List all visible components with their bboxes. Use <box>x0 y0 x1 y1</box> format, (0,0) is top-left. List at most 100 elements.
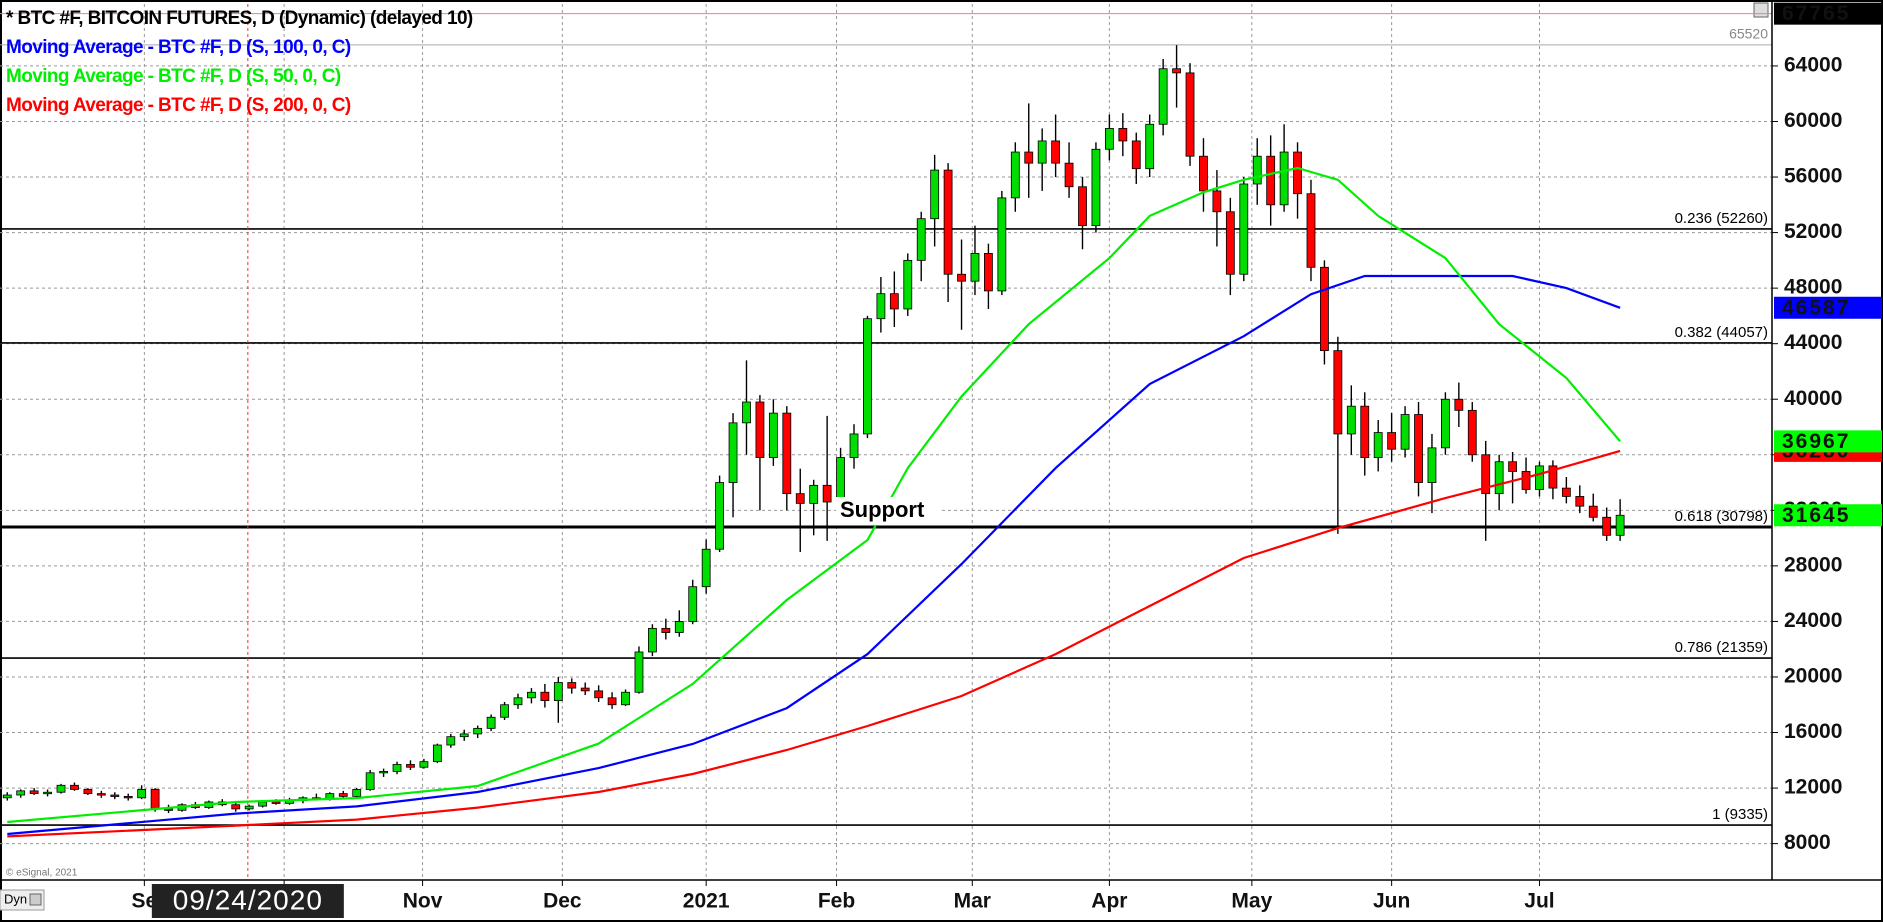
candle-body <box>1078 186 1087 227</box>
candle-body <box>1252 155 1262 185</box>
candle-body <box>1293 151 1302 195</box>
candle-body <box>446 736 456 746</box>
high-flag-box <box>1774 2 1882 25</box>
cursor-box <box>151 884 344 918</box>
candle-body <box>1131 140 1141 170</box>
candle-body <box>849 433 859 458</box>
candle-body <box>701 548 711 588</box>
x-tick-label: Apr <box>1091 890 1127 913</box>
candle-body <box>594 690 604 699</box>
candle-body <box>1588 505 1598 518</box>
candle-body <box>1091 148 1101 227</box>
candle-body <box>1306 193 1316 268</box>
x-tick-label: May <box>1231 890 1272 913</box>
last-price-flag: 31645 <box>1782 504 1850 527</box>
candle-body <box>580 687 590 692</box>
candle-body <box>836 457 845 503</box>
x-tick-label: 2021 <box>683 890 730 913</box>
candle-body <box>1185 72 1195 157</box>
candle-body <box>123 795 133 799</box>
candle-body <box>889 293 899 310</box>
candle-body <box>943 169 953 275</box>
candle-body <box>1199 155 1208 192</box>
candle-body <box>1548 465 1558 489</box>
reference-label: 65520 <box>1729 26 1768 42</box>
candle-body <box>527 691 536 699</box>
candle-body <box>970 253 980 282</box>
candle-body <box>70 784 79 790</box>
candle-body <box>1037 140 1047 164</box>
candle-body <box>607 697 617 706</box>
candle-body <box>365 772 375 790</box>
candle-body <box>674 621 684 633</box>
candle-body <box>1225 211 1235 275</box>
candle-body <box>567 682 577 689</box>
candle-body <box>1440 398 1450 449</box>
window-icon[interactable] <box>1753 2 1769 18</box>
candle-body <box>984 253 993 292</box>
candle-body <box>1508 461 1517 472</box>
y-tick-label: 56000 <box>1784 165 1842 188</box>
candle-body <box>1104 128 1114 150</box>
candle-body <box>473 727 483 735</box>
candle-body <box>1535 465 1544 490</box>
candle-body <box>1602 516 1612 536</box>
fib-label: 0.618 (30798) <box>1675 508 1768 525</box>
candle-body <box>1158 68 1168 125</box>
x-tick-label: Se <box>132 890 158 913</box>
candle-body <box>1427 447 1437 483</box>
candle-body <box>634 651 644 693</box>
candle-body <box>661 627 671 633</box>
candle-body <box>406 764 415 768</box>
candle-body <box>1360 405 1370 458</box>
candle-body <box>742 401 751 424</box>
candle-body <box>1239 183 1249 275</box>
candle-body <box>1024 151 1034 164</box>
candle-body <box>16 790 26 796</box>
candle-body <box>957 273 966 282</box>
candle-body <box>83 789 93 795</box>
mode-label[interactable]: Dyn <box>4 891 27 906</box>
candle-body <box>1212 190 1222 213</box>
candle-body <box>768 412 778 458</box>
candle-body <box>96 793 106 796</box>
y-tick-label: 52000 <box>1784 220 1842 243</box>
candle-body <box>419 761 429 768</box>
candle-body <box>1346 405 1356 435</box>
candle-body <box>1172 68 1181 74</box>
x-tick-label: Feb <box>818 890 855 913</box>
mode-icon <box>29 893 42 906</box>
ma-line <box>7 274 1621 836</box>
y-tick-label: 12000 <box>1784 776 1842 799</box>
candle-body <box>1266 155 1276 206</box>
candle-body <box>1481 454 1491 495</box>
ma-flag-box <box>1774 296 1882 319</box>
candle-body <box>1467 409 1477 456</box>
candle-body <box>795 493 805 504</box>
last-price-flag-box <box>1774 504 1882 527</box>
fib-label: 0.236 (52260) <box>1675 210 1768 227</box>
y-tick-label: 40000 <box>1784 387 1842 410</box>
ma-flag: 36967 <box>1782 430 1850 453</box>
candle-body <box>486 716 496 729</box>
candle-body <box>392 764 402 772</box>
legend-title: * BTC #F, BITCOIN FUTURES, D (Dynamic) (… <box>6 8 473 29</box>
candle-body <box>1333 350 1343 435</box>
candle-body <box>1400 414 1410 450</box>
x-tick-label: Mar <box>954 890 991 913</box>
candle-body <box>1279 151 1289 206</box>
candle-body <box>110 794 120 797</box>
candle-body <box>648 627 657 653</box>
x-tick-label: Jun <box>1373 890 1410 913</box>
y-tick-label: 28000 <box>1784 553 1842 576</box>
candle-body <box>150 789 160 810</box>
x-tick-label: Nov <box>403 890 443 913</box>
annotation: Support <box>840 497 925 522</box>
candle-body <box>822 484 832 503</box>
candle-body <box>863 318 872 435</box>
legend-entry: Moving Average - BTC #F, D (S, 100, 0, C… <box>6 37 351 58</box>
candle-body <box>876 293 886 320</box>
legend-entry: Moving Average - BTC #F, D (S, 50, 0, C) <box>6 66 341 87</box>
candle-body <box>1561 487 1571 497</box>
